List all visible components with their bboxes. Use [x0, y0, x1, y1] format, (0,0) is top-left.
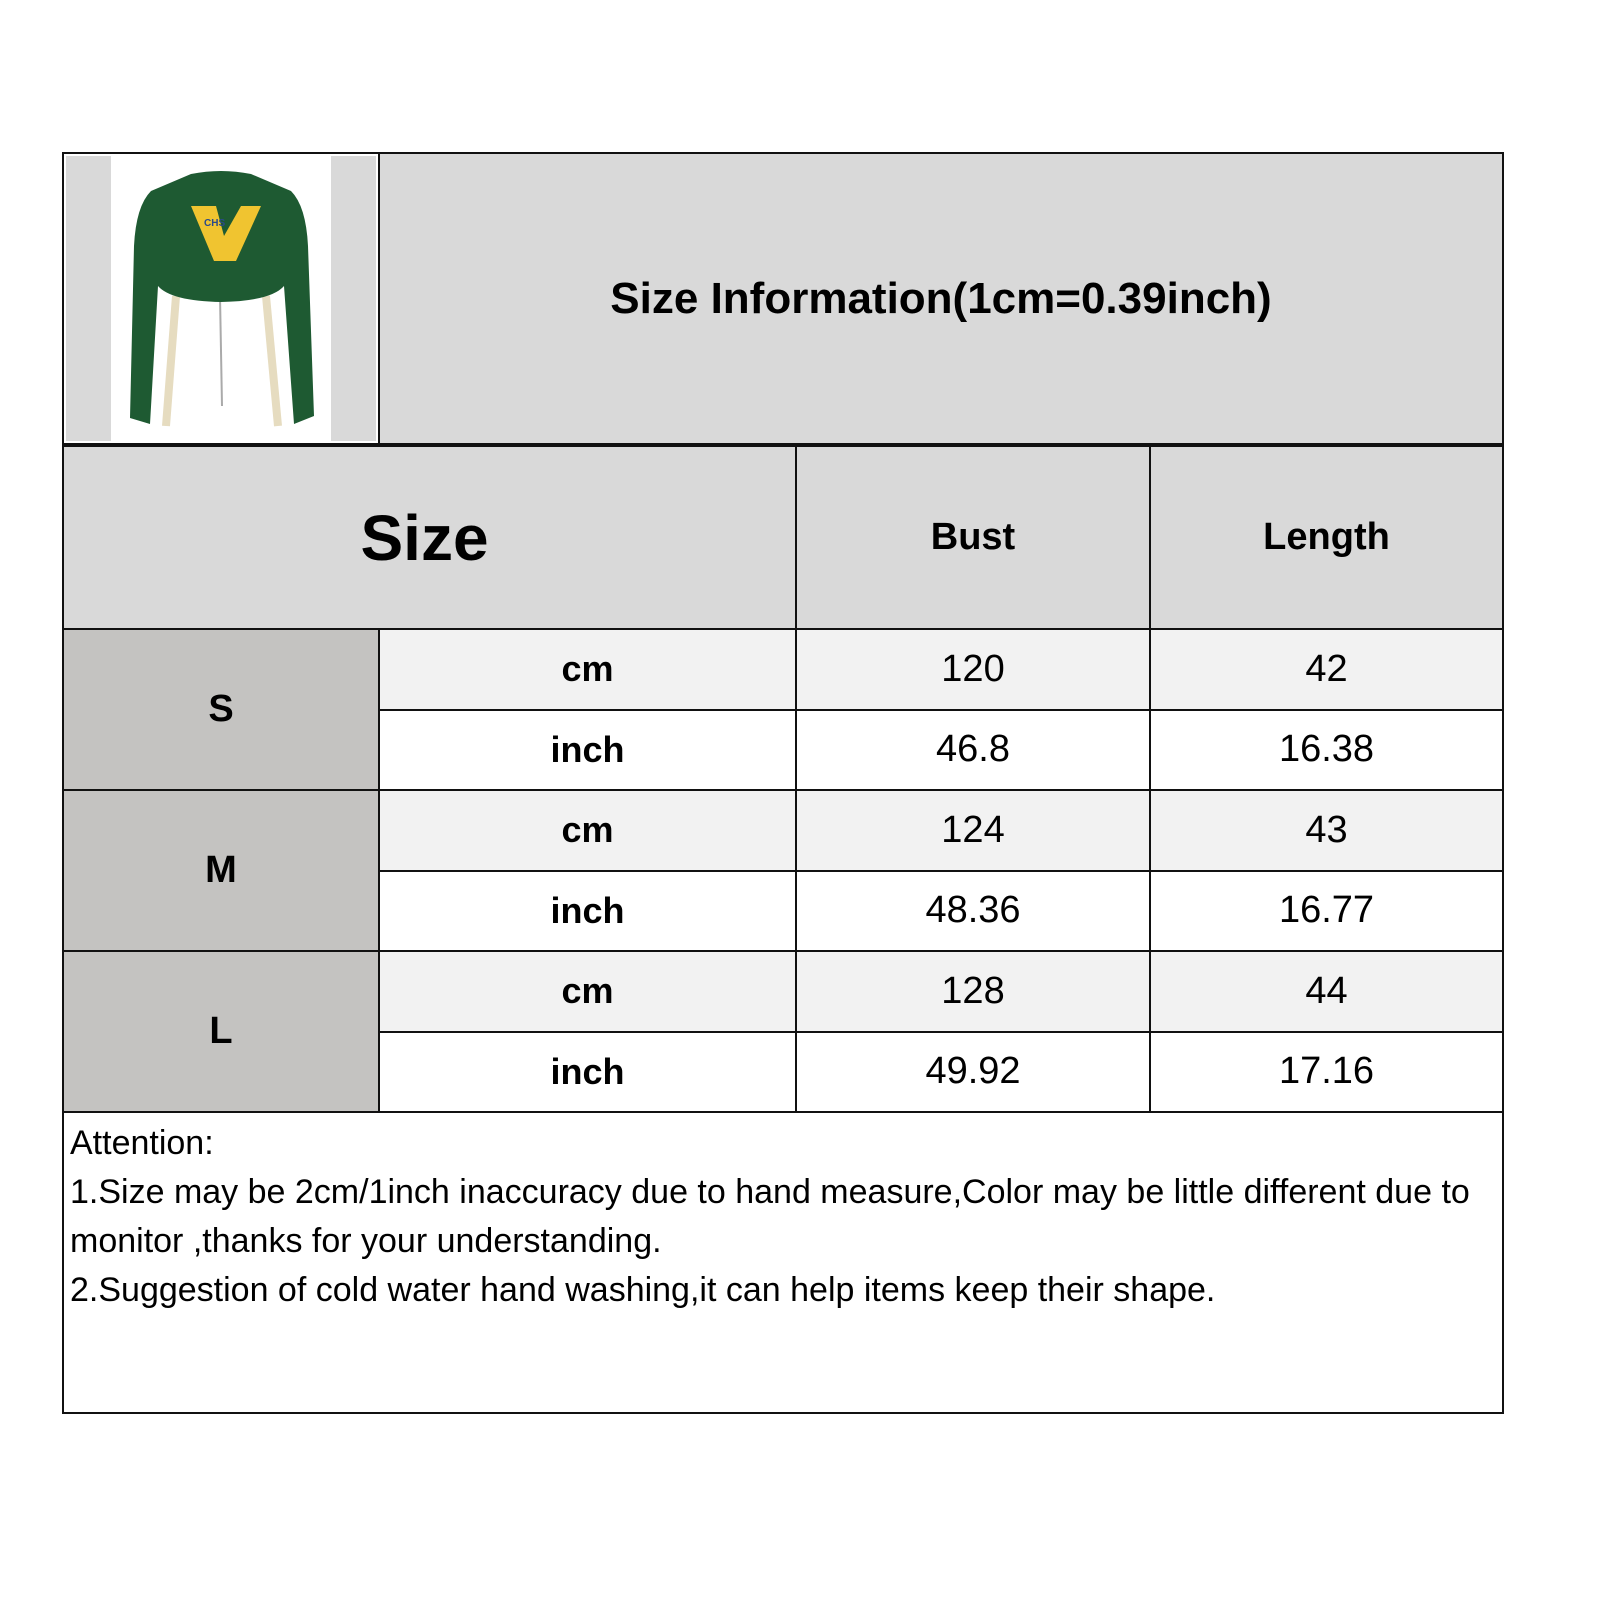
- length-value: 42: [1149, 628, 1504, 711]
- bust-value: 46.8: [795, 708, 1151, 791]
- chart-title: Size Information(1cm=0.39inch): [610, 273, 1272, 323]
- unit-cell: cm: [378, 628, 797, 711]
- length-value: 43: [1149, 789, 1504, 872]
- svg-text:CHS: CHS: [204, 218, 225, 229]
- attention-notes: Attention: 1.Size may be 2cm/1inch inacc…: [62, 1111, 1504, 1414]
- note-line: 1.Size may be 2cm/1inch inaccuracy due t…: [70, 1173, 1480, 1260]
- length-header: Length: [1149, 445, 1504, 630]
- size-header: Size: [62, 445, 797, 630]
- length-value: 44: [1149, 950, 1504, 1033]
- length-value: 16.77: [1149, 869, 1504, 952]
- unit-cell: inch: [378, 1030, 797, 1113]
- unit-cell: inch: [378, 869, 797, 952]
- bust-value: 120: [795, 628, 1151, 711]
- notes-heading: Attention:: [70, 1124, 214, 1162]
- unit-cell: inch: [378, 708, 797, 791]
- bust-value: 49.92: [795, 1030, 1151, 1113]
- bust-value: 48.36: [795, 869, 1151, 952]
- length-value: 17.16: [1149, 1030, 1504, 1113]
- product-image-cell: CHS: [62, 152, 380, 445]
- unit-cell: cm: [378, 950, 797, 1033]
- unit-cell: cm: [378, 789, 797, 872]
- chart-title-cell: Size Information(1cm=0.39inch): [378, 152, 1504, 445]
- note-line: 2.Suggestion of cold water hand washing,…: [70, 1271, 1216, 1309]
- bust-header: Bust: [795, 445, 1151, 630]
- green-cropped-sweatshirt-image: CHS: [66, 156, 376, 441]
- size-label-0: S: [62, 628, 380, 791]
- size-label-2: L: [62, 950, 380, 1113]
- length-value: 16.38: [1149, 708, 1504, 791]
- bust-value: 128: [795, 950, 1151, 1033]
- size-label-1: M: [62, 789, 380, 952]
- bust-value: 124: [795, 789, 1151, 872]
